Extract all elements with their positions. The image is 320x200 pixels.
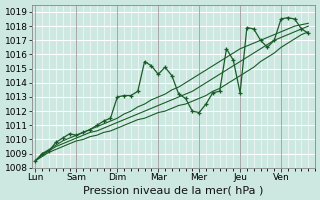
X-axis label: Pression niveau de la mer( hPa ): Pression niveau de la mer( hPa ): [84, 185, 264, 195]
